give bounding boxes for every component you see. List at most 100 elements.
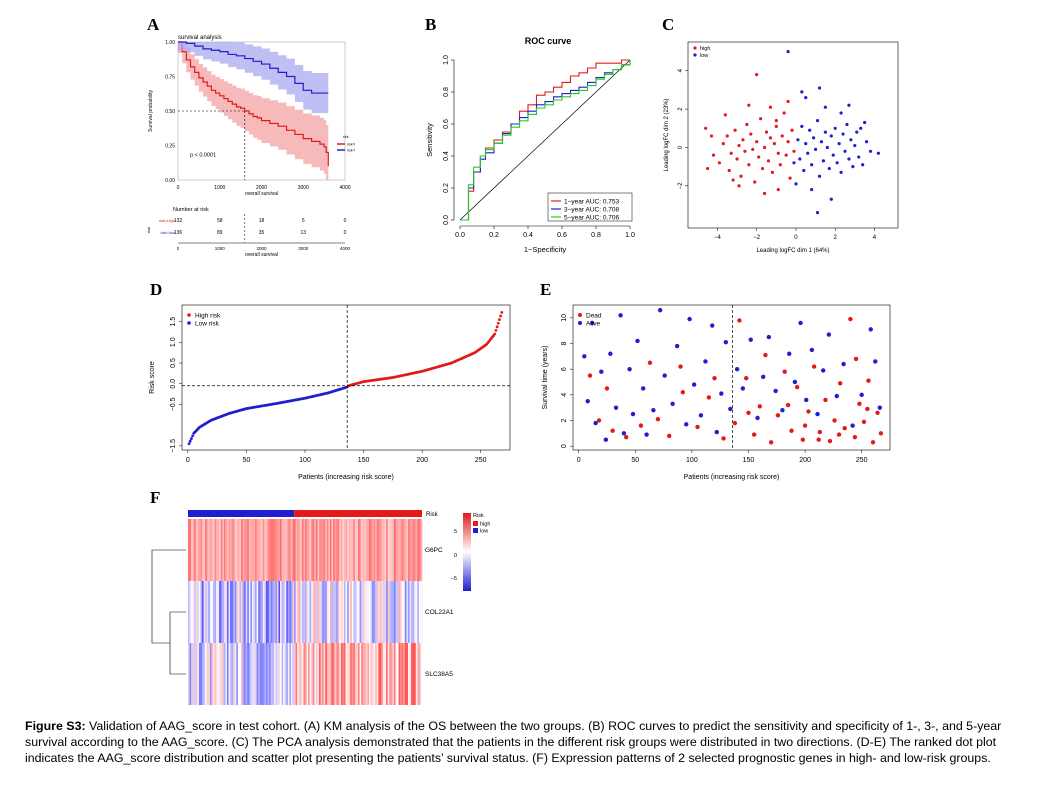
heatmap-cell (208, 643, 211, 705)
roc-legend-box (547, 192, 633, 222)
pca-point-low (821, 159, 826, 163)
heatmap-cell (329, 581, 332, 643)
survstatus-point-alive (761, 374, 766, 380)
survstatus-point-alive (640, 386, 646, 391)
heatmap-cell (258, 519, 261, 581)
heatmap-cell (264, 519, 267, 581)
heatmap-cell (372, 581, 374, 643)
km-xtick-label: 2000 (256, 185, 267, 191)
roc-title: ROC curve (525, 36, 572, 46)
survstatus-point-alive (608, 351, 613, 356)
heatmap-cell (358, 643, 360, 705)
roc-ytick-label: 0.4 (443, 151, 450, 161)
heatmap-cell (393, 519, 396, 581)
heatmap-cell (267, 581, 270, 643)
pca-point-high (706, 166, 710, 171)
roc-legend-item: 3−year AUC: 0.708 (564, 207, 619, 214)
heatmap-cell (223, 581, 226, 643)
heatmap-color-key (463, 513, 471, 591)
heatmap-cell (361, 519, 364, 581)
roc-ytick-label: 0.2 (443, 183, 450, 193)
survstatus-legend-marker (578, 321, 582, 325)
riskscore-ytick-label: 0.5 (170, 358, 177, 368)
roc-legend-item: 5−year AUC: 0.706 (564, 215, 619, 222)
heatmap-cell (280, 519, 282, 581)
survstatus-point-dead (624, 434, 629, 440)
heatmap-cell (194, 519, 197, 581)
heatmap-cell (225, 581, 228, 643)
heatmap-cell (417, 519, 420, 581)
pca-point-high (757, 155, 761, 159)
pca-point-low (839, 170, 843, 174)
heatmap-cell (270, 643, 273, 705)
survstatus-point-alive (773, 388, 778, 394)
pca-point-low (786, 49, 790, 54)
heatmap-cell (233, 519, 236, 581)
survstatus-point-alive (804, 397, 809, 403)
survstatus-point-dead (865, 406, 870, 412)
heatmap-cell (234, 519, 237, 581)
survstatus-point-alive (687, 316, 692, 322)
heatmap-cell (320, 643, 323, 705)
heatmap-cell (264, 581, 267, 643)
roc-curve-chart: ROC curve 0.0 0.2 0.4 0.6 0.8 1.0 0.0 0.2 0.4 0.6 0… (425, 36, 635, 254)
heatmap-cell (336, 581, 339, 643)
heatmap-cell (345, 581, 348, 643)
survstatus-point-alive (792, 379, 798, 385)
heatmap-cell (407, 581, 410, 643)
pca-plot-frame (687, 41, 899, 229)
survstatus-point-alive (873, 359, 878, 364)
heatmap-cell (256, 519, 259, 581)
risk-table-row-label: risk=high (159, 218, 175, 223)
heatmap-cell (286, 581, 289, 643)
pca-point-low (837, 142, 841, 146)
heatmap-cell (191, 581, 193, 643)
heatmap-cell (361, 643, 364, 705)
pca-point-high (725, 134, 729, 138)
heatmap-cell (237, 581, 240, 643)
heatmap-cell (287, 581, 290, 643)
heatmap-cell (364, 581, 367, 643)
survstatus-point-dead (596, 418, 602, 423)
heatmap-cell (222, 581, 225, 643)
pca-scatter-chart: −4 −2 0 2 4 −2 0 2 4 Leading logFC dim 1 (64%) Lea… (664, 41, 899, 254)
caption-text: Validation of AAG_score in test cohort. … (25, 719, 1002, 765)
heatmap-cell (373, 581, 376, 643)
survstatus-point-alive (670, 401, 675, 407)
heatmap-cell (290, 581, 293, 643)
heatmap-cell (242, 581, 245, 643)
heatmap-cell (378, 519, 381, 581)
heatmap-cell (275, 643, 278, 705)
km-ytick-label: 0.50 (165, 109, 175, 115)
km-curve-low (178, 41, 329, 94)
heatmap-cell (200, 581, 203, 643)
heatmap-cell (393, 581, 396, 643)
survstatus-point-dead (744, 375, 749, 381)
heatmap-cell (373, 643, 376, 705)
heatmap-cell (393, 643, 396, 705)
heatmap-cell (314, 581, 317, 643)
heatmap-cell (354, 581, 357, 643)
heatmap-cell (198, 581, 201, 643)
heatmap-cell (322, 643, 325, 705)
survstatus-point-alive (684, 422, 689, 427)
heatmap-cell (247, 581, 250, 643)
roc-ytick-label: 0.0 (443, 215, 450, 225)
heatmap-cell (347, 643, 349, 705)
survstatus-point-alive (593, 420, 598, 426)
heatmap-cell (208, 581, 211, 643)
heatmap-cell (206, 519, 209, 581)
heatmap-cell (276, 643, 279, 705)
riskscore-point-high (500, 311, 504, 314)
heatmap-cell (359, 643, 362, 705)
pca-point-low (800, 124, 804, 128)
heatmap-cell (368, 581, 371, 643)
heatmap-cell (367, 643, 370, 705)
heatmap-cell (258, 643, 261, 705)
heatmap-legend-swatch (473, 528, 478, 533)
heatmap-legend-title: Risk (473, 513, 484, 519)
heatmap-cell (362, 643, 365, 705)
heatmap-cell (370, 581, 373, 643)
roc-diagonal (459, 59, 631, 221)
